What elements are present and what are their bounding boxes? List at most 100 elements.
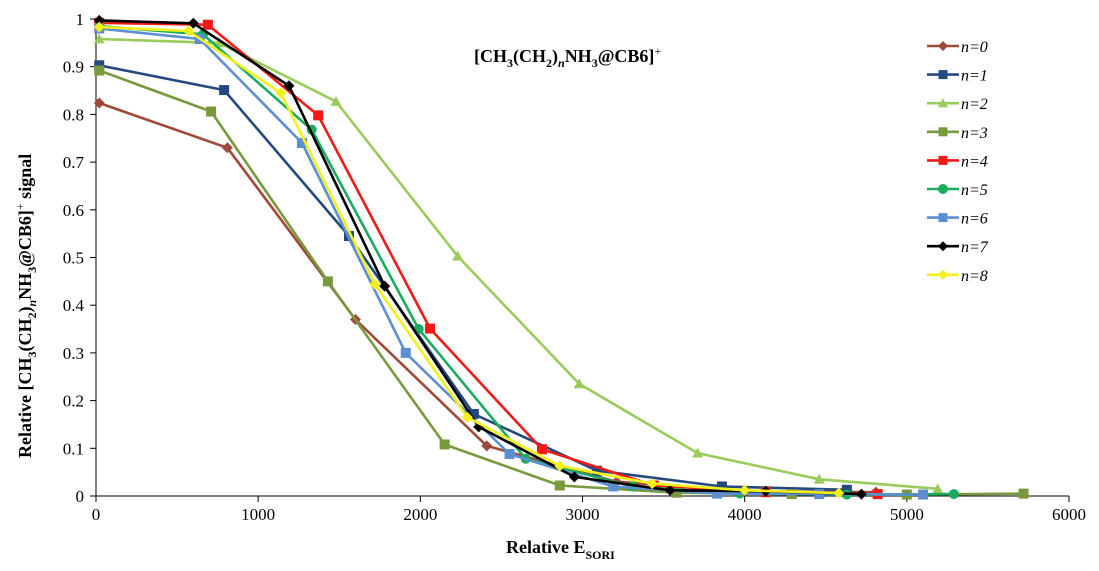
data-point — [330, 96, 342, 106]
data-point — [283, 80, 295, 92]
y-title-part: Relative [CH — [15, 358, 35, 458]
data-point — [813, 473, 825, 484]
x-axis-title: Relative ESORI — [506, 537, 615, 562]
y-tick-label: 0.5 — [63, 249, 84, 268]
data-point — [573, 378, 585, 389]
data-point — [93, 97, 105, 109]
legend-item: n=6 — [927, 211, 988, 228]
series-line — [99, 25, 839, 495]
title-sub: 2 — [546, 56, 552, 70]
legend-item: n=7 — [927, 239, 989, 256]
data-point — [461, 411, 473, 423]
series-line — [99, 27, 924, 496]
data-point — [664, 484, 676, 496]
y-tick-label: 0.2 — [63, 392, 84, 411]
data-point — [93, 33, 105, 44]
data-point — [182, 25, 194, 37]
title-sup: + — [654, 44, 661, 58]
data-point — [608, 481, 619, 492]
y-title-part: (CH — [15, 319, 36, 352]
series-line — [99, 37, 938, 491]
legend-marker — [938, 98, 948, 108]
legend-item: n=2 — [927, 96, 988, 113]
data-point — [918, 489, 929, 500]
data-point — [425, 323, 436, 334]
legend-item: n=0 — [927, 39, 988, 56]
data-point — [187, 17, 199, 29]
x-tick-label: 6000 — [1052, 505, 1086, 524]
data-point — [592, 465, 603, 476]
series-n-8 — [93, 21, 845, 499]
y-title-part: NH — [15, 273, 35, 300]
y-tick-label: 0 — [76, 487, 85, 506]
legend-label: n=8 — [961, 268, 988, 285]
legend-item: n=5 — [927, 182, 988, 199]
y-tick-label: 0.4 — [63, 296, 85, 315]
data-point — [452, 250, 464, 261]
legend-label: n=2 — [961, 96, 988, 113]
y-title-sub: n — [25, 300, 39, 307]
data-point — [439, 439, 450, 450]
legend-marker — [938, 269, 948, 280]
legend-label: n=3 — [961, 125, 988, 142]
y-title-sup: + — [13, 203, 27, 210]
x-tick-label: 2000 — [403, 505, 437, 524]
data-point — [855, 488, 867, 500]
series-line — [99, 24, 954, 496]
x-tick-label: 4000 — [728, 505, 762, 524]
y-title-part: signal — [15, 154, 35, 204]
data-point — [322, 276, 333, 287]
title-part: [CH — [474, 46, 507, 66]
y-tick-label: 0.6 — [63, 201, 84, 220]
series-line — [99, 21, 878, 496]
y-axis-title: Relative [CH3(CH2)nNH3@CB6]+ signal — [13, 154, 39, 458]
data-point — [206, 106, 217, 117]
y-title-sub: 3 — [25, 352, 39, 358]
y-tick-label: 0.9 — [63, 58, 84, 77]
data-point — [93, 14, 105, 26]
y-tick-label: 0.8 — [63, 105, 84, 124]
legend-item: n=8 — [927, 268, 988, 285]
data-point — [468, 408, 479, 419]
legend-item: n=1 — [927, 68, 988, 85]
legend-marker — [938, 127, 948, 137]
y-tick-label: 0.3 — [63, 344, 84, 363]
legend-marker — [938, 41, 948, 51]
legend-label: n=5 — [961, 182, 988, 199]
data-point — [94, 60, 105, 71]
data-point — [1018, 488, 1029, 499]
y-title-part: ) — [15, 307, 36, 313]
series-layer — [93, 14, 1029, 500]
data-point — [202, 19, 213, 30]
series-line — [98, 69, 1024, 496]
y-title-part: @CB6] — [15, 210, 35, 267]
data-point — [948, 489, 959, 500]
series-line — [98, 64, 847, 492]
data-point — [379, 280, 391, 292]
data-point — [568, 471, 580, 483]
data-point — [400, 347, 411, 358]
x-tick-label: 3000 — [566, 505, 600, 524]
title-part: ) — [552, 46, 558, 67]
legend-label: n=1 — [961, 68, 988, 85]
data-point — [313, 110, 324, 121]
data-point — [481, 440, 493, 452]
y-tick-label: 0.1 — [63, 439, 84, 458]
data-point — [932, 483, 944, 494]
series-n-3 — [94, 65, 1029, 500]
y-tick-label: 1 — [76, 10, 85, 29]
data-point — [739, 484, 751, 496]
y-title-sub: 2 — [25, 313, 39, 319]
data-point — [692, 447, 704, 458]
data-point — [93, 21, 105, 33]
x-axis-title-main: Relative E — [506, 537, 585, 557]
legend-marker — [938, 70, 948, 80]
data-point — [646, 478, 658, 490]
legend-marker — [938, 241, 948, 252]
title-sub: 3 — [592, 56, 598, 70]
series-n-0 — [93, 97, 882, 498]
legend-marker — [938, 155, 948, 165]
y-axis-ticks: 0 0.1 0.2 0.3 0.4 0.5 0.6 0.7 0.8 0.9 1 — [63, 10, 96, 506]
data-point — [275, 87, 287, 99]
